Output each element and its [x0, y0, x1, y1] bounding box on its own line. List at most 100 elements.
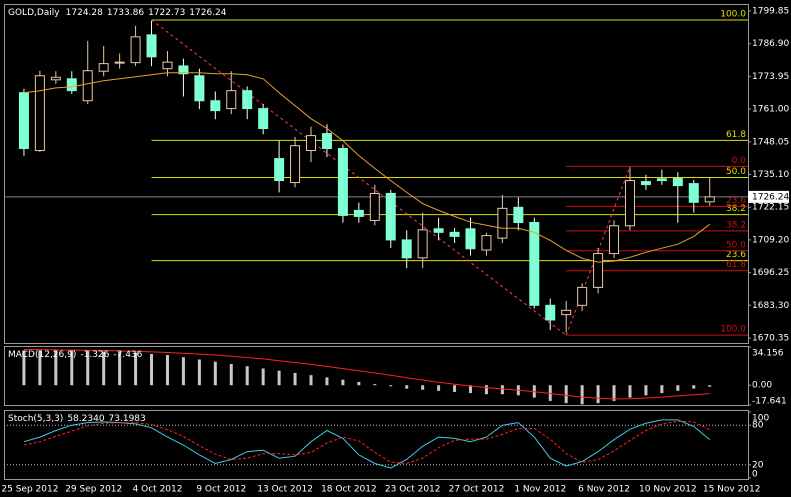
x-tick-label: 4 Oct 2012 [133, 485, 183, 495]
y-tick-label: 0.00 [752, 381, 772, 391]
x-tick-label: 25 Sep 2012 [1, 485, 58, 495]
y-tick-label: 1735.10 [752, 170, 789, 180]
x-tick-label: 18 Oct 2012 [321, 485, 377, 495]
candle-body [449, 231, 460, 237]
close-value: 1726.24 [189, 8, 226, 18]
candle-body [704, 196, 715, 203]
y-tick-label: 80 [752, 421, 764, 431]
macd-bar [708, 385, 712, 387]
macd-bar [373, 384, 377, 386]
candle-body [337, 147, 348, 216]
candle-body [353, 209, 364, 217]
candle-body [497, 207, 508, 239]
open-value: 1724.28 [66, 8, 103, 18]
candle-body [178, 65, 189, 75]
macd-bar [134, 352, 138, 386]
candle-body [130, 36, 141, 64]
candle-body [672, 178, 683, 187]
candle-body [274, 158, 285, 182]
low-value: 1722.73 [148, 8, 185, 18]
macd-bar [165, 355, 169, 386]
candle-body [385, 192, 396, 241]
candle-body [545, 304, 556, 321]
y-tick-label: 1761.00 [752, 105, 789, 115]
macd-bar [277, 370, 281, 386]
candle-body [640, 181, 651, 186]
macd-bar [86, 350, 90, 386]
x-tick-label: 6 Nov 2012 [578, 485, 630, 495]
candle-body [369, 192, 380, 221]
fib-label: 61.8 [726, 260, 746, 270]
macd-bar [229, 363, 233, 386]
macd-bar [70, 350, 74, 386]
candle-body [624, 180, 635, 227]
x-tick-label: 13 Oct 2012 [257, 485, 313, 495]
x-tick-label: 27 Oct 2012 [449, 485, 505, 495]
candle-body [321, 133, 332, 149]
x-tick-label: 23 Oct 2012 [385, 485, 441, 495]
x-tick-label: 1 Nov 2012 [514, 485, 566, 495]
macd-bar [644, 385, 648, 396]
fib-baseline [151, 19, 567, 336]
candle-body [18, 92, 29, 149]
macd-value: -1.326 [80, 350, 109, 360]
fib-label: 100.0 [720, 325, 746, 335]
macd-bar [405, 385, 409, 389]
fib-label: 61.8 [726, 130, 746, 140]
y-tick-label: 1683.30 [752, 301, 789, 311]
macd-bar [676, 385, 680, 391]
symbol: GOLD,Daily [8, 8, 60, 18]
macd-bar [293, 372, 297, 386]
macd-header: MACD(12,26,9) -1.326 -7.436 [8, 350, 143, 360]
macd-bar [612, 385, 616, 401]
macd-title: MACD(12,26,9) [8, 350, 76, 360]
candle-body [162, 61, 173, 70]
macd-bar [596, 385, 600, 404]
candle-body [226, 90, 237, 110]
macd-bar [660, 385, 664, 394]
candle-body [66, 78, 77, 92]
candle-body [34, 75, 45, 152]
fib-label: 50.0 [726, 167, 746, 177]
y-tick-label: 1786.90 [752, 39, 789, 49]
x-tick-label: 15 Nov 2012 [703, 485, 761, 495]
candle-body [242, 90, 253, 110]
stoch-header: Stoch(5,3,3) 58.2340 73.1983 [8, 414, 146, 424]
candle-body [98, 63, 109, 72]
candle-body [481, 235, 492, 251]
y-tick-label: 1670.35 [752, 334, 789, 344]
macd-bar [453, 385, 457, 392]
stoch-line [23, 419, 711, 469]
macd-bar [389, 385, 393, 387]
candle-body [656, 178, 667, 182]
fib-label: 38.2 [726, 204, 746, 214]
x-tick-label: 10 Nov 2012 [639, 485, 697, 495]
macd-bar [213, 361, 217, 386]
fib-label: 50.0 [726, 240, 746, 250]
macd-bar [500, 385, 504, 395]
macd-bar [564, 385, 568, 404]
stoch-panel [4, 410, 749, 480]
stoch-signal-value: 73.1983 [109, 414, 146, 424]
x-tick-label: 9 Oct 2012 [196, 485, 246, 495]
y-tick-label: 34.156 [752, 349, 784, 359]
candle-body [609, 225, 620, 255]
candle-body [146, 34, 157, 58]
y-tick-label: 1748.05 [752, 137, 789, 147]
macd-bar [245, 366, 249, 386]
macd-bar [150, 353, 154, 386]
macd-bar [484, 385, 488, 395]
high-value: 1733.86 [107, 8, 144, 18]
macd-bar [692, 385, 696, 389]
main-panel [4, 4, 749, 344]
macd-bar [197, 359, 201, 386]
y-tick-label: 1709.20 [752, 235, 789, 245]
y-tick-label: 1722.15 [752, 203, 789, 213]
macd-bar [341, 379, 345, 386]
price-tag [748, 190, 789, 203]
candle-body [433, 228, 444, 233]
macd-bar [325, 377, 329, 386]
macd-bar [181, 357, 185, 386]
fib-label: 23.6 [726, 196, 746, 206]
macd-bar [102, 351, 106, 386]
